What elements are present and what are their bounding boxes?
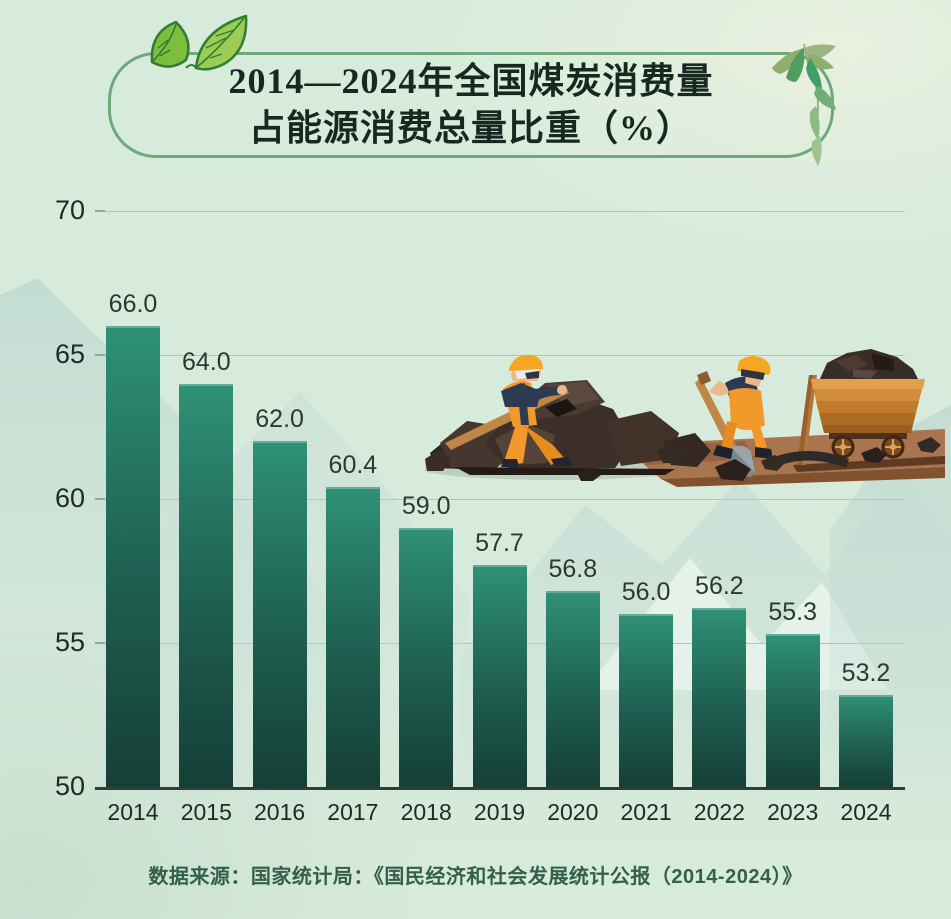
bar-value-label: 56.8	[548, 555, 598, 584]
y-axis-label-60: 60	[54, 483, 85, 513]
x-axis-label-2024: 2024	[840, 799, 892, 825]
bar-2021	[619, 614, 674, 787]
x-axis-label-2021: 2021	[620, 799, 672, 825]
y-axis-label-70: 70	[54, 195, 85, 225]
bar-value-label: 66.0	[108, 290, 158, 319]
bar-2024	[839, 694, 893, 787]
x-axis-label-2018: 2018	[400, 799, 452, 825]
y-tick-mark	[95, 210, 105, 212]
chart-title-line1: 2014—2024年全国煤炭消费量	[228, 61, 714, 101]
bar-2018	[399, 527, 454, 787]
y-tick-mark	[95, 642, 105, 644]
x-axis-line	[95, 787, 905, 790]
y-tick-mark	[95, 354, 105, 356]
x-axis-label-2016: 2016	[254, 799, 306, 825]
x-axis-label-2022: 2022	[693, 799, 745, 825]
bar-value-label: 62.0	[255, 405, 304, 434]
bar-2017	[325, 487, 380, 787]
chart-title-line2: 占能源消费总量比重（%）	[248, 108, 693, 148]
x-axis-label-2023: 2023	[767, 799, 819, 825]
bar-value-label: 60.4	[328, 451, 378, 480]
bar-value-label: 57.7	[475, 529, 524, 558]
bar-2020	[545, 591, 600, 787]
y-tick-mark	[95, 498, 105, 500]
x-axis-label-2017: 2017	[327, 799, 379, 825]
y-axis-label-50: 50	[54, 771, 85, 801]
bar-value-label: 55.3	[768, 598, 818, 627]
bar-value-label: 53.2	[841, 658, 891, 687]
bar-2019	[472, 565, 527, 787]
bar-2016	[252, 441, 307, 787]
y-axis-label-65: 65	[54, 339, 85, 369]
title-box: 2014—2024年全国煤炭消费量 占能源消费总量比重（%）	[108, 52, 834, 158]
bar-2022	[692, 608, 747, 787]
x-axis-label-2019: 2019	[473, 799, 526, 825]
gridline-y70	[95, 211, 905, 212]
x-axis-label-2014: 2014	[107, 799, 159, 825]
y-axis-label-55: 55	[54, 627, 85, 657]
gridline-y65	[95, 355, 905, 356]
x-axis-label-2015: 2015	[180, 799, 232, 825]
bar-value-label: 59.0	[401, 491, 451, 520]
bar-value-label: 56.0	[621, 578, 671, 607]
data-source-note: 数据来源：国家统计局：《国民经济和社会发展统计公报（2014-2024）》	[148, 866, 803, 888]
bar-value-label: 56.2	[695, 572, 744, 601]
bar-value-label: 64.0	[181, 347, 231, 376]
bar-2014	[106, 326, 160, 787]
bar-2015	[179, 383, 234, 787]
gridline-y60	[95, 499, 905, 500]
bar-2023	[765, 634, 820, 787]
x-axis-label-2020: 2020	[547, 799, 599, 825]
